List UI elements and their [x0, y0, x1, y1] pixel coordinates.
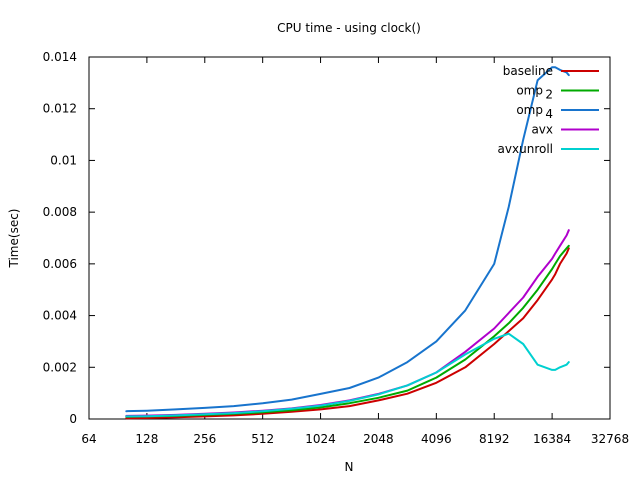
y-tick-label: 0.014 — [43, 50, 77, 64]
x-tick-label: 32768 — [591, 432, 629, 446]
plot-frame — [88, 56, 611, 420]
x-tick-label: 2048 — [363, 432, 394, 446]
legend-label: omp — [516, 103, 543, 117]
y-tick-label: 0.012 — [43, 102, 77, 116]
x-tick-label: 64 — [81, 432, 96, 446]
x-tick-label: 16384 — [533, 432, 571, 446]
legend-label-subscript: 4 — [545, 107, 553, 121]
legend-label: omp — [516, 84, 543, 98]
legend-label: avxunroll — [498, 142, 553, 156]
series-line-omp2 — [125, 244, 570, 418]
plot-area: 64 128 256 512 1024 2048 4096 8192 16384 32768 0 0.… — [43, 50, 629, 446]
legend-label-subscript: 2 — [545, 88, 553, 102]
series-line-omp4 — [125, 66, 570, 413]
y-tick-label: 0.008 — [43, 205, 77, 219]
series-line-baseline — [125, 247, 570, 420]
y-tick-label: 0.006 — [43, 257, 77, 271]
y-tick-label: 0 — [69, 412, 77, 426]
chart-title: CPU time - using clock() — [277, 21, 421, 35]
x-tick-label: 1024 — [305, 432, 336, 446]
y-tick-label: 0.01 — [50, 153, 77, 167]
y-axis-label: Time(sec) — [7, 209, 21, 269]
x-tick-label: 8192 — [479, 432, 510, 446]
series-line-avxunroll — [125, 332, 570, 418]
x-tick-label: 256 — [193, 432, 216, 446]
y-tick-label: 0.004 — [43, 309, 77, 323]
y-tick-label: 0.002 — [43, 360, 77, 374]
legend-label: avx — [531, 123, 553, 137]
x-tick-label: 512 — [251, 432, 274, 446]
legend-label: baseline — [503, 64, 553, 78]
x-tick-label: 128 — [135, 432, 158, 446]
x-axis-label: N — [345, 460, 354, 474]
x-tick-label: 4096 — [421, 432, 452, 446]
